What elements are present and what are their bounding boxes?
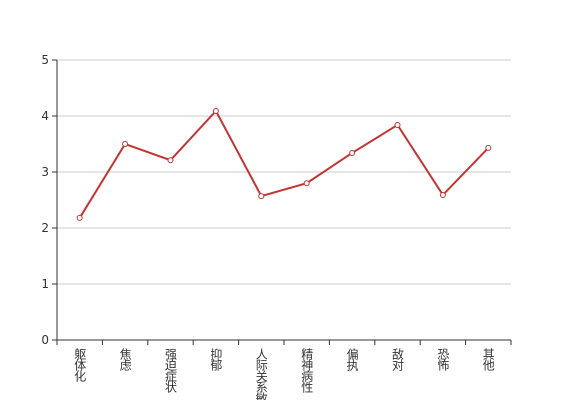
point — [122, 141, 129, 147]
point — [349, 149, 356, 156]
y-tick-label: 0 — [41, 333, 49, 347]
line — [78, 109, 490, 219]
y-tick-label: 3 — [41, 165, 49, 179]
point — [167, 157, 174, 164]
y-tick-label: 1 — [41, 277, 49, 291]
x-tick-label: 敌对 — [391, 347, 405, 371]
x-tick-label: 焦虑 — [118, 348, 132, 371]
x-tick-label: 抑郁 — [209, 347, 223, 372]
x-tick-label: 躯体化 — [73, 347, 87, 383]
y-tick-label: 5 — [41, 53, 49, 67]
point — [485, 144, 492, 151]
x-tick-label: 偏执 — [345, 347, 359, 372]
y-tick-label: 4 — [41, 109, 49, 123]
point — [439, 191, 446, 198]
x-tick-label: 恐怖 — [436, 348, 450, 371]
point — [76, 214, 83, 221]
x-tick-label: 精神病性 — [300, 348, 314, 394]
point — [394, 121, 401, 128]
point — [258, 193, 265, 200]
x-tick-label: 强迫症状 — [164, 348, 178, 393]
y-tick-label: 2 — [41, 221, 49, 235]
point — [303, 180, 310, 187]
x-tick-label: 其他 — [481, 348, 495, 371]
point — [212, 107, 219, 114]
x-tick-label: 人际关系敏感 — [254, 348, 268, 400]
